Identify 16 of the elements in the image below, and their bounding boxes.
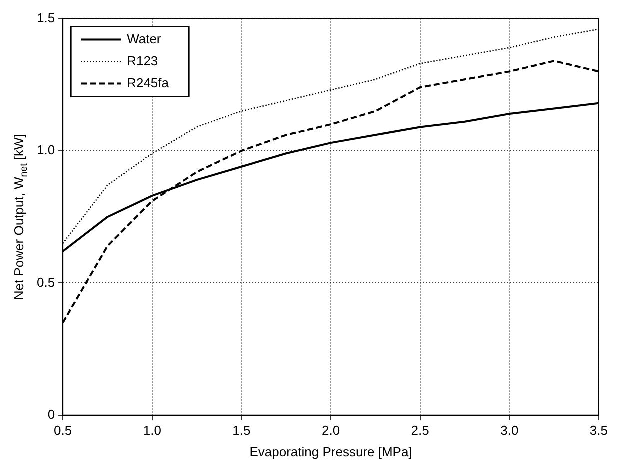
y-tick-label: 1.5 <box>36 10 56 26</box>
y-tick-label: 0.5 <box>36 274 56 290</box>
x-tick-label: 1.5 <box>232 422 251 438</box>
y-tick-label: 0 <box>48 406 56 422</box>
legend-label: R123 <box>127 53 158 68</box>
x-tick-label: 3.0 <box>500 422 519 438</box>
x-tick-label: 2.0 <box>322 422 340 438</box>
legend-label: Water <box>127 31 162 46</box>
legend-label: R245fa <box>127 75 170 90</box>
x-tick-label: 0.5 <box>54 422 72 438</box>
x-tick-label: 1.0 <box>143 422 162 438</box>
x-axis-title: Evaporating Pressure [MPa] <box>250 444 412 460</box>
x-tick-label: 3.5 <box>590 422 608 438</box>
x-tick-label: 2.5 <box>411 422 430 438</box>
y-tick-label: 1.0 <box>36 142 56 158</box>
y-axis-title: Net Power Output, Wnet [kW] <box>12 134 30 300</box>
